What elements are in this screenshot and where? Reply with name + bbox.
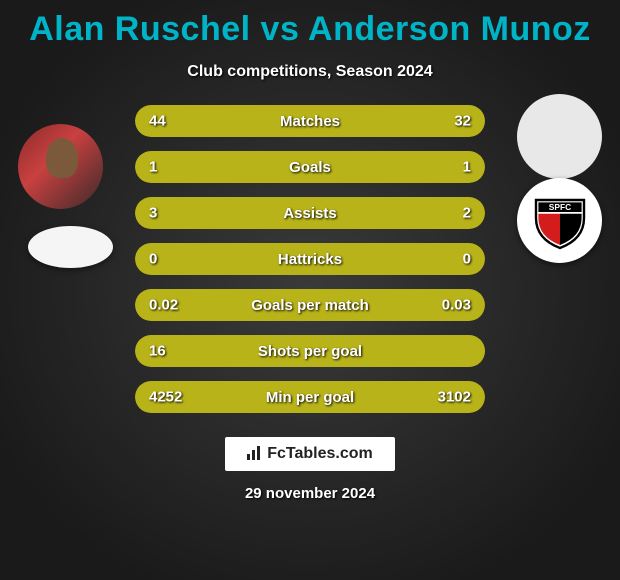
- stat-row: 4252 3102 Min per goal: [135, 381, 485, 413]
- stat-value-right: 2: [463, 205, 471, 222]
- stat-row: 0 0 Hattricks: [135, 243, 485, 275]
- svg-text:SPFC: SPFC: [548, 202, 570, 212]
- stat-row: 3 2 Assists: [135, 197, 485, 229]
- stat-value-right: 3102: [438, 389, 471, 406]
- date: 29 november 2024: [0, 485, 620, 502]
- club-right-badge: SPFC: [517, 178, 602, 263]
- stat-value-left: 0.02: [149, 297, 178, 314]
- stat-label: Goals per match: [251, 297, 369, 314]
- stat-label: Matches: [280, 113, 340, 130]
- stat-label: Shots per goal: [258, 343, 362, 360]
- stat-row: 44 32 Matches: [135, 105, 485, 137]
- stat-label: Min per goal: [266, 389, 354, 406]
- stat-value-right: 1: [463, 159, 471, 176]
- stat-value-right: 32: [454, 113, 471, 130]
- club-left-badge: [28, 226, 113, 268]
- player-left-avatar: [18, 124, 103, 209]
- brand-box: FcTables.com: [225, 437, 395, 471]
- stat-value-left: 4252: [149, 389, 182, 406]
- spfc-shield-icon: SPFC: [530, 191, 590, 251]
- stat-row: 1 1 Goals: [135, 151, 485, 183]
- stat-label: Assists: [283, 205, 336, 222]
- subtitle: Club competitions, Season 2024: [0, 63, 620, 81]
- avatar-placeholder-icon: [517, 94, 602, 179]
- brand-text: FcTables.com: [267, 445, 373, 462]
- stat-value-left: 44: [149, 113, 166, 130]
- stat-fill-right: [310, 151, 485, 183]
- stat-fill-left: [135, 151, 310, 183]
- stat-row: 16 Shots per goal: [135, 335, 485, 367]
- stat-label: Goals: [289, 159, 331, 176]
- stat-value-left: 16: [149, 343, 166, 360]
- stat-value-left: 0: [149, 251, 157, 268]
- player-right-avatar: [517, 94, 602, 179]
- stat-value-right: 0.03: [442, 297, 471, 314]
- comparison-title: Alan Ruschel vs Anderson Munoz: [0, 0, 620, 49]
- avatar-placeholder-icon: [18, 124, 103, 209]
- stat-row: 0.02 0.03 Goals per match: [135, 289, 485, 321]
- stat-label: Hattricks: [278, 251, 342, 268]
- stats-list: 4432Matches11Goals32Assists00Hattricks0.…: [135, 105, 485, 413]
- vs-word: vs: [261, 10, 300, 48]
- player-right-name: Anderson Munoz: [308, 10, 591, 48]
- chart-icon: [247, 446, 263, 460]
- stat-value-left: 3: [149, 205, 157, 222]
- player-left-name: Alan Ruschel: [29, 10, 250, 48]
- stat-value-left: 1: [149, 159, 157, 176]
- stat-value-right: 0: [463, 251, 471, 268]
